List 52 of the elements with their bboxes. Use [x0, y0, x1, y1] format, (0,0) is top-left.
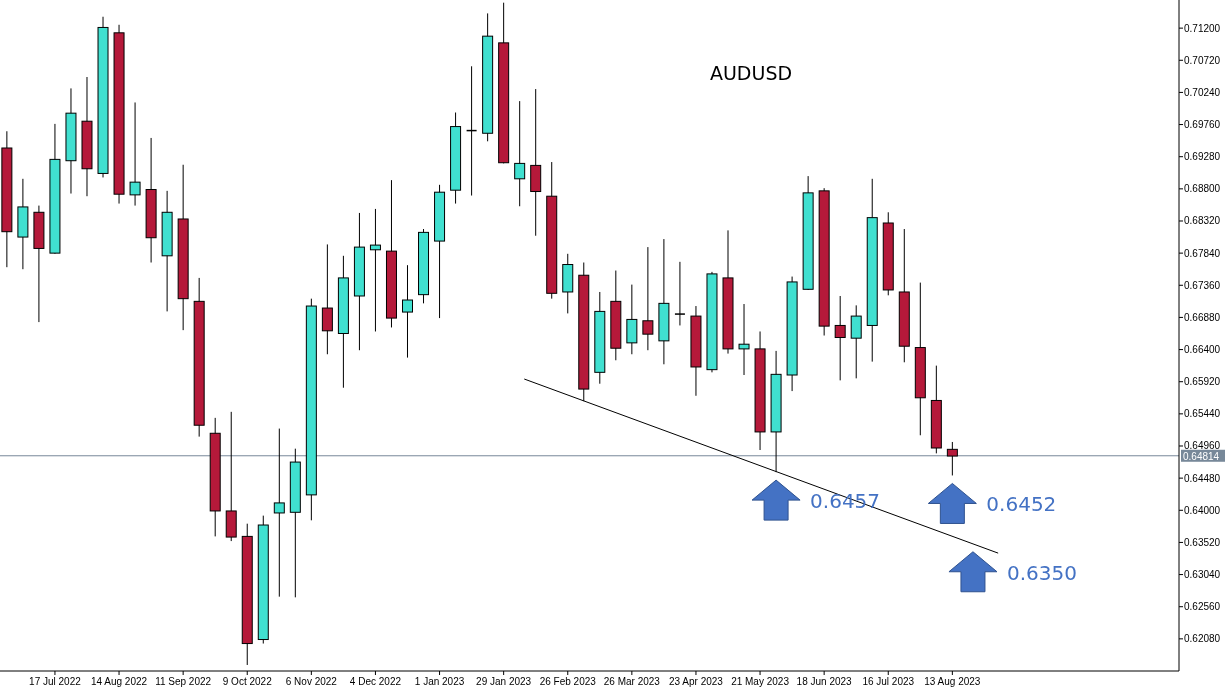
- x-tick-label: 17 Jul 2022: [29, 676, 82, 687]
- x-tick-label: 23 Apr 2023: [668, 676, 724, 687]
- x-tick-label: 26 Feb 2023: [539, 676, 597, 687]
- candlestick: [834, 295, 846, 381]
- x-tick-label: 13 Aug 2023: [924, 676, 981, 687]
- candlestick: [369, 208, 381, 332]
- y-tick-label: 0.64960: [1184, 440, 1221, 452]
- y-tick-label: 0.62560: [1184, 601, 1221, 613]
- y-tick-label: 0.63520: [1184, 536, 1221, 548]
- candlestick: [642, 246, 654, 351]
- candlestick: [129, 101, 141, 207]
- y-tick-label: 0.71200: [1184, 22, 1221, 34]
- candlestick: [850, 304, 862, 379]
- y-tick-label: 0.70720: [1184, 54, 1221, 66]
- y-tick-label: 0.62080: [1184, 633, 1221, 645]
- x-tick-label: 29 Jan 2023: [476, 676, 532, 687]
- y-tick-label: 0.69280: [1184, 151, 1221, 163]
- candlestick: [321, 243, 333, 355]
- x-tick-label: 18 Jun 2023: [796, 676, 853, 687]
- x-tick-label: 14 Aug 2022: [90, 676, 148, 687]
- y-tick-label: 0.66880: [1184, 311, 1221, 323]
- x-tick-label: 9 Oct 2022: [222, 676, 273, 687]
- y-tick-label: 0.64000: [1184, 504, 1221, 516]
- candlestick: [402, 264, 413, 359]
- annotation: 0.6452: [986, 492, 1057, 517]
- y-tick-label: 0.64480: [1184, 472, 1221, 484]
- x-tick-label: 6 Nov 2022: [285, 676, 338, 687]
- annotation: 0.6350: [1006, 560, 1077, 585]
- y-tick-label: 0.69760: [1184, 119, 1221, 131]
- x-tick-label: 11 Sep 2022: [155, 676, 212, 687]
- y-tick-label: 0.67840: [1184, 247, 1221, 259]
- ref-line-label: 0.64814: [1183, 450, 1220, 462]
- text: AUDUSD: [709, 62, 793, 84]
- y-tick-label: 0.68320: [1184, 215, 1221, 227]
- x-tick-label: 1 Jan 2023: [414, 676, 465, 687]
- y-tick-label: 0.68800: [1184, 183, 1221, 195]
- x-tick-label: 4 Dec 2022: [349, 676, 402, 687]
- y-tick-label: 0.67360: [1184, 279, 1221, 291]
- y-tick-label: 0.66400: [1184, 344, 1221, 356]
- candlestick: [674, 261, 686, 326]
- candlestick: [273, 428, 285, 598]
- x-tick-label: 16 Jul 2023: [862, 676, 915, 687]
- candlestick: [626, 284, 638, 355]
- candlestick: [738, 303, 750, 376]
- candlestick: [946, 441, 958, 476]
- candlestick: [514, 100, 526, 207]
- y-tick-label: 0.65440: [1184, 408, 1221, 420]
- y-tick-label: 0.65920: [1184, 376, 1221, 388]
- y-tick-label: 0.63040: [1184, 569, 1221, 581]
- x-tick-label: 21 May 2023: [731, 676, 790, 687]
- x-tick-label: 26 Mar 2023: [603, 676, 661, 687]
- y-tick-label: 0.70240: [1184, 86, 1221, 98]
